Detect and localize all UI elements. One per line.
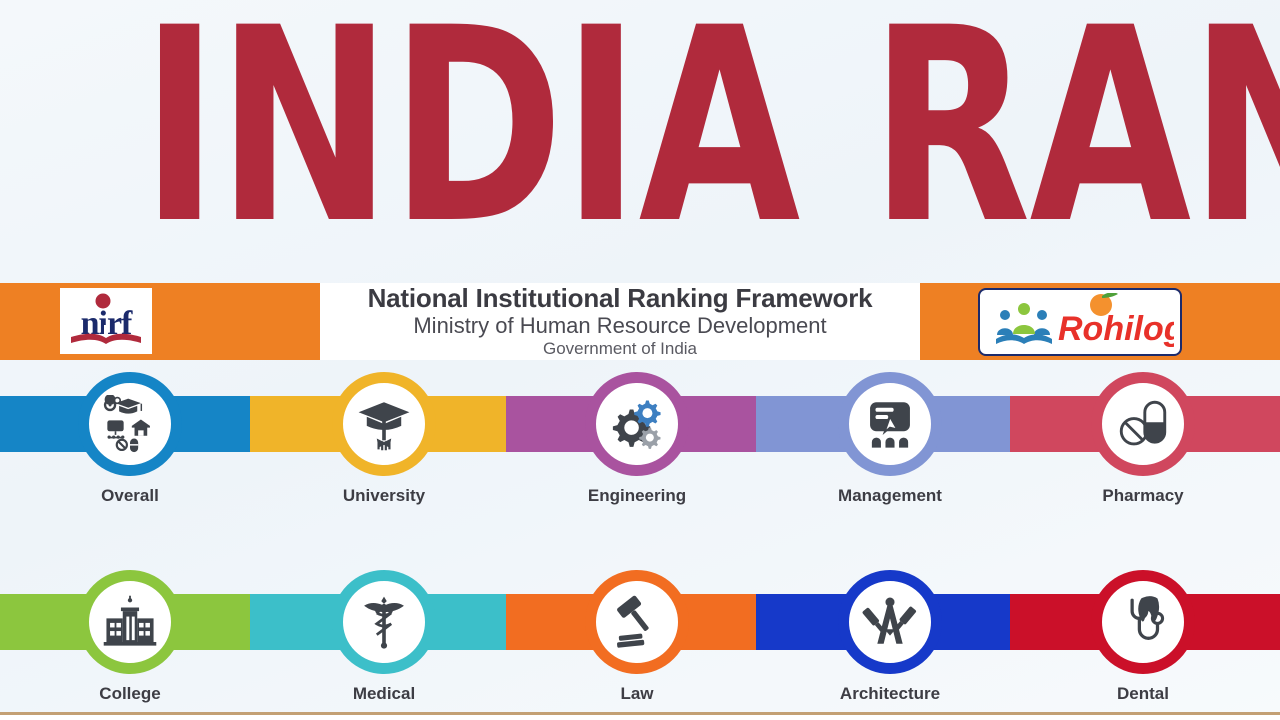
medical-icon (332, 570, 436, 674)
category-label-university: University (342, 486, 426, 505)
category-label-law: Law (620, 684, 654, 703)
category-node-pharmacy[interactable]: Pharmacy (1091, 372, 1195, 505)
category-label-college: College (99, 684, 161, 703)
rohilogy-orange-fruit-icon (1090, 293, 1118, 316)
category-label-engineering: Engineering (587, 486, 687, 505)
ranking-categories-row-1: Overall University Engineering Managemen… (0, 372, 1280, 522)
banner-title-main: INDIA RANKINGS (140, 0, 1280, 283)
category-node-medical[interactable]: Medical (332, 570, 436, 703)
category-label-architecture: Architecture (839, 684, 941, 703)
category-label-overall: Overall (101, 486, 159, 505)
nirf-logo[interactable]: nirf (60, 288, 152, 354)
law-icon (585, 570, 689, 674)
category-node-management[interactable]: Management (838, 372, 942, 505)
management-icon (838, 372, 942, 476)
dental-icon (1091, 570, 1195, 674)
college-icon (78, 570, 182, 674)
category-node-law[interactable]: Law (585, 570, 689, 703)
header-line-framework: National Institutional Ranking Framework (367, 282, 873, 313)
university-icon (332, 372, 436, 476)
nirf-logo-mark: nirf (71, 293, 141, 344)
bottom-rule (0, 712, 1280, 715)
header-title-block: National Institutional Ranking Framework… (325, 283, 915, 360)
header-band-center (320, 283, 920, 360)
header-band-left (0, 283, 320, 360)
engineering-icon (585, 372, 689, 476)
category-node-engineering[interactable]: Engineering (585, 372, 689, 505)
category-node-dental[interactable]: Dental (1091, 570, 1195, 703)
rohilogy-logo-mark: Rohilogy (996, 293, 1174, 348)
overall-icon (78, 372, 182, 476)
category-node-architecture[interactable]: Architecture (838, 570, 942, 703)
category-label-dental: Dental (1117, 684, 1169, 703)
bottom-fill (0, 715, 1280, 720)
pharmacy-icon (1091, 372, 1195, 476)
category-label-pharmacy: Pharmacy (1102, 486, 1184, 505)
banner: INDIA RANKINGS2020 (0, 0, 1280, 283)
category-label-medical: Medical (352, 684, 416, 703)
category-node-overall[interactable]: Overall (78, 372, 182, 505)
rohilogy-logo[interactable]: Rohilogy (978, 288, 1182, 356)
header-line-government: Government of India (542, 338, 698, 358)
header-line-ministry: Ministry of Human Resource Development (413, 312, 827, 338)
ranking-categories-row-2: College Medical Law Architecture (0, 570, 1280, 720)
rohilogy-people-book-icon (996, 303, 1052, 344)
category-node-college[interactable]: College (78, 570, 182, 703)
category-label-management: Management (838, 486, 942, 505)
architecture-icon (838, 570, 942, 674)
banner-title: INDIA RANKINGS2020 (141, 0, 1280, 269)
svg-text:Rohilogy: Rohilogy (1058, 310, 1174, 348)
category-node-university[interactable]: University (332, 372, 436, 505)
